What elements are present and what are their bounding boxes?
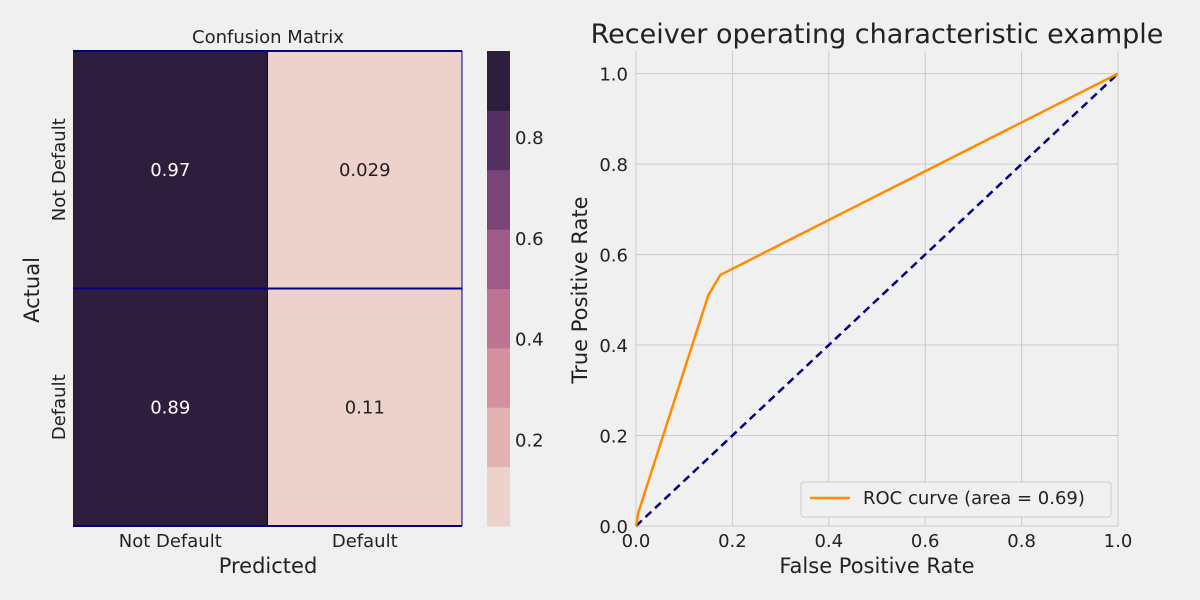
roc-x-tick-labels: 0.0 0.2 0.4 0.6 0.8 1.0 (622, 531, 1133, 552)
roc-y-tick-label: 0.2 (599, 427, 628, 448)
colorbar-tick-label: 0.2 (515, 431, 544, 452)
colorbar-band (487, 347, 510, 408)
roc-y-tick-label: 1.0 (599, 65, 628, 86)
colorbar-band (487, 110, 510, 171)
cm-cell (73, 288, 268, 526)
roc-x-tick-label: 0.4 (814, 531, 843, 552)
roc-y-tick-labels: 0.0 0.2 0.4 0.6 0.8 1.0 (599, 65, 628, 538)
roc-y-tick-label: 0.6 (599, 246, 628, 267)
roc-x-tick-label: 1.0 (1104, 531, 1133, 552)
cm-cells: 0.97 0.029 0.89 0.11 (73, 51, 462, 526)
cm-y-tick-label: Default (49, 374, 70, 440)
cm-x-tick-labels: Not Default Default (119, 531, 398, 552)
cm-grid-lines (73, 50, 463, 527)
roc-x-tick-label: 0.0 (622, 531, 651, 552)
colorbar-band (487, 229, 510, 289)
cm-title: Confusion Matrix (192, 27, 344, 48)
cm-cell-value: 0.97 (150, 160, 190, 181)
colorbar-tick-labels: 0.2 0.4 0.6 0.8 (515, 128, 544, 452)
roc-x-tick-label: 0.8 (1007, 531, 1036, 552)
roc-title: Receiver operating characteristic exampl… (591, 19, 1164, 50)
colorbar-band (487, 466, 510, 527)
roc-x-tick-label: 0.6 (911, 531, 940, 552)
colorbar-tick-label: 0.6 (515, 229, 544, 250)
colorbar-band (487, 169, 510, 230)
legend-box (800, 481, 1112, 518)
roc-grid-lines (635, 51, 1119, 527)
colorbar-band (487, 288, 510, 349)
roc-curve-line (634, 72, 1119, 527)
roc-x-tick-label: 0.2 (718, 531, 747, 552)
cm-cell-value: 0.89 (150, 397, 190, 418)
roc-y-tick-label: 0.4 (599, 336, 628, 357)
cm-x-axis-label: Predicted (219, 554, 318, 578)
roc-series (634, 72, 1119, 527)
roc-y-axis-label: True Positive Rate (568, 196, 592, 384)
colorbar-band (487, 407, 510, 468)
legend-label-roc-curve: ROC curve (area = 0.69) (863, 488, 1085, 509)
colorbar-tick-label: 0.8 (515, 128, 544, 149)
cm-x-tick-label: Default (332, 531, 398, 552)
cm-cell-value: 0.029 (339, 160, 391, 181)
cm-y-tick-label: Not Default (49, 118, 70, 221)
roc-legend: ROC curve (area = 0.69) (800, 481, 1112, 518)
roc-chart: Receiver operating characteristic exampl… (568, 19, 1163, 578)
colorbar-band (487, 51, 510, 111)
colorbar-tick-label: 0.4 (515, 330, 544, 351)
roc-y-tick-label: 0.0 (599, 517, 628, 538)
roc-x-axis-label: False Positive Rate (779, 554, 974, 578)
confusion-matrix-chart: Confusion Matrix 0.97 0.029 0.89 0.11 Not D… (20, 27, 463, 578)
cm-cell-value: 0.11 (345, 397, 385, 418)
cm-cell (267, 51, 462, 289)
colorbar: 0.2 0.4 0.6 0.8 (487, 51, 544, 527)
cm-y-axis-label: Actual (20, 257, 44, 323)
cm-cell (73, 51, 268, 289)
cm-cell (267, 288, 462, 526)
roc-y-tick-label: 0.8 (599, 155, 628, 176)
colorbar-bands (487, 51, 510, 527)
chance-diagonal-line (635, 72, 1119, 527)
cm-x-tick-label: Not Default (119, 531, 222, 552)
cm-y-tick-labels: Not Default Default (49, 118, 70, 440)
